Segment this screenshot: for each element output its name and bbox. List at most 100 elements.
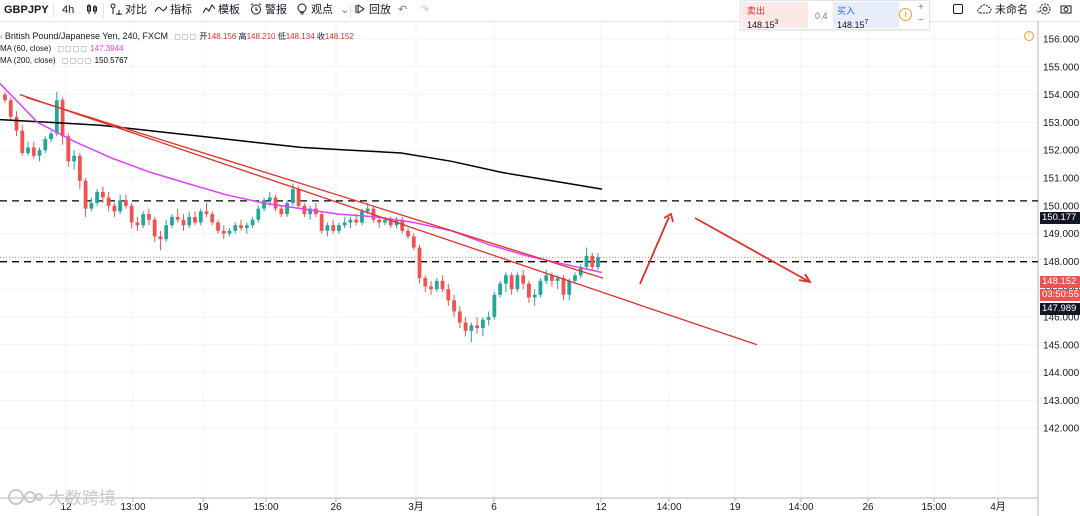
time-tick-label: 26 bbox=[330, 502, 342, 513]
cloud-icon bbox=[976, 3, 992, 15]
candle-down bbox=[561, 278, 566, 295]
watermark-logo-icon bbox=[8, 486, 44, 508]
candle-up bbox=[290, 189, 295, 204]
candle-down bbox=[221, 230, 226, 234]
compare-button[interactable]: 对比 bbox=[110, 0, 147, 21]
legend-buttons[interactable]: ◻◻◻◻ bbox=[61, 56, 93, 65]
candle-down bbox=[475, 325, 479, 329]
candle-up bbox=[532, 294, 537, 298]
ma60-value: 147.3944 bbox=[90, 44, 124, 53]
ma60-legend[interactable]: MA (60, close) ◻◻◻◻ 147.3944 bbox=[0, 43, 124, 55]
price-axis[interactable]: 156.000 155.000 154.000 153.000 152.000 151.0… bbox=[1043, 35, 1080, 435]
ideas-button[interactable]: 观点 ⌄ bbox=[296, 0, 349, 21]
idea-icon bbox=[296, 3, 308, 15]
undo-button[interactable]: ↶ bbox=[398, 0, 407, 21]
arrow-up[interactable] bbox=[639, 216, 670, 285]
ideas-label: 观点 bbox=[311, 4, 333, 16]
gear-icon bbox=[1039, 3, 1051, 15]
forecast-arrows[interactable] bbox=[639, 212, 812, 285]
candle-up bbox=[43, 139, 48, 151]
info-icon[interactable]: i bbox=[899, 8, 912, 21]
sell-price-value: 148.15 bbox=[747, 20, 775, 30]
time-tick-label: 12 bbox=[595, 502, 607, 513]
candle-down bbox=[106, 197, 111, 206]
alert-button[interactable]: 警报 bbox=[250, 0, 287, 21]
price-tick-label: 142.000 bbox=[1043, 424, 1080, 435]
minus-icon[interactable]: − bbox=[918, 15, 924, 26]
plus-icon[interactable]: + bbox=[918, 2, 924, 13]
time-tick-label: 12 bbox=[60, 502, 72, 513]
buy-button[interactable] bbox=[833, 2, 899, 28]
legend-buttons[interactable]: ◻◻◻ bbox=[174, 32, 198, 41]
trendline[interactable] bbox=[19, 93, 758, 346]
price-tick-label: 146.000 bbox=[1043, 313, 1080, 324]
ma200-legend[interactable]: MA (200, close) ◻◻◻◻ 150.5767 bbox=[0, 55, 128, 67]
candle-down bbox=[377, 219, 382, 223]
candle-down bbox=[83, 180, 88, 209]
time-axis[interactable]: 12 13:00 19 15:00 26 3月 6 12 14:00 19 14:00 26 15:00… bbox=[60, 498, 1006, 513]
candle-down bbox=[135, 222, 140, 226]
candle-down bbox=[509, 275, 514, 290]
sell-label: 卖出 bbox=[747, 6, 766, 16]
buy-label: 买入 bbox=[837, 6, 856, 16]
redo-button[interactable]: ↷ bbox=[420, 0, 429, 21]
replay-button[interactable]: 回放 bbox=[354, 0, 391, 21]
price-chart[interactable]: 156.000 155.000 154.000 153.000 152.000 151.0… bbox=[0, 22, 1080, 516]
candle-up bbox=[573, 275, 577, 281]
candle-down bbox=[279, 208, 284, 215]
buy-price-value: 148.15 bbox=[837, 20, 865, 30]
ma200-line bbox=[0, 118, 603, 190]
indicators-button[interactable]: 指标 bbox=[155, 0, 192, 21]
buy-price-pip: 7 bbox=[864, 19, 869, 26]
candle-down bbox=[193, 216, 197, 223]
price-tick-label: 143.000 bbox=[1043, 396, 1080, 407]
interval-button[interactable]: 4h bbox=[62, 4, 75, 16]
candle-down bbox=[77, 155, 82, 181]
candle-down bbox=[239, 225, 243, 229]
time-tick-label: 13:00 bbox=[120, 502, 145, 513]
price-tick-label: 148.000 bbox=[1043, 257, 1080, 268]
candle-up bbox=[486, 317, 491, 320]
sell-button[interactable] bbox=[742, 2, 808, 28]
candle-down bbox=[457, 311, 462, 323]
time-tick-label: 15:00 bbox=[921, 502, 946, 513]
candle-down bbox=[129, 205, 134, 223]
warning-icon[interactable]: ! bbox=[1024, 31, 1034, 41]
candle-down bbox=[66, 136, 71, 162]
candle-down bbox=[417, 247, 422, 279]
templates-button[interactable]: 模板 bbox=[203, 0, 240, 21]
candle-up bbox=[538, 280, 543, 295]
candle-down bbox=[20, 130, 25, 153]
trendline[interactable] bbox=[25, 96, 604, 279]
toolbar-divider bbox=[103, 3, 104, 18]
candle-down bbox=[14, 116, 19, 131]
candle-up bbox=[498, 283, 503, 295]
chevron-down-icon: ⌄ bbox=[1034, 4, 1044, 16]
layout-menu-button[interactable]: 未命名 ⌄ bbox=[976, 0, 1043, 21]
candle-down bbox=[302, 205, 307, 215]
candle-down bbox=[112, 205, 117, 212]
legend-buttons[interactable]: ◻◻◻◻ bbox=[57, 44, 88, 53]
candle-down bbox=[216, 222, 220, 231]
compare-icon bbox=[110, 3, 122, 15]
candle-down bbox=[354, 219, 359, 223]
fullscreen-button[interactable] bbox=[953, 0, 963, 21]
horizontal-levels[interactable] bbox=[0, 200, 1038, 263]
candle-up bbox=[584, 255, 589, 267]
sell-block: 卖出 148.153 bbox=[747, 4, 778, 30]
candle-up bbox=[89, 203, 94, 209]
candle-down bbox=[388, 219, 393, 226]
snapshot-button[interactable] bbox=[1060, 0, 1075, 21]
arrow-down[interactable] bbox=[694, 217, 809, 282]
candle-up bbox=[567, 280, 572, 295]
candle-up bbox=[49, 133, 53, 140]
symbol-search[interactable]: GBPJPY bbox=[4, 4, 49, 16]
trendlines[interactable] bbox=[19, 93, 758, 346]
chart-type-button[interactable] bbox=[86, 0, 101, 21]
candle-down bbox=[181, 219, 186, 226]
buy-sell-widget: 卖出 148.153 0.4 买入 148.157 i + − bbox=[740, 0, 930, 30]
symbol-legend[interactable]: ‹ British Pound/Japanese Yen, 240, FXCM … bbox=[0, 30, 354, 42]
candle-up bbox=[250, 219, 255, 226]
settings-button[interactable] bbox=[1039, 0, 1054, 21]
